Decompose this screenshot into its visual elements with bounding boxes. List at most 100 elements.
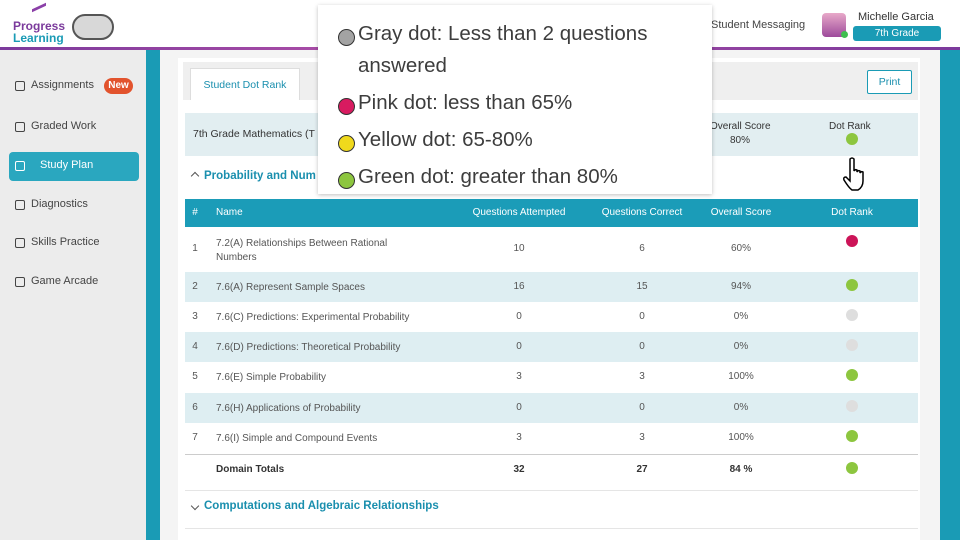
table-row <box>185 332 918 362</box>
table-cell: 3 <box>639 371 645 382</box>
table-cell: 7.6(E) Simple Probability <box>216 372 327 383</box>
table-cell: 0 <box>639 341 645 352</box>
sidebar-item[interactable]: Graded Work <box>31 120 97 132</box>
logo-top: Progress <box>13 19 66 33</box>
legend-popup: Gray dot: Less than 2 questions answered… <box>318 5 712 194</box>
grade-badge[interactable]: 7th Grade <box>853 26 941 41</box>
dot-rank <box>846 309 858 321</box>
totals-cell: 27 <box>636 464 648 475</box>
section-divider <box>185 528 918 529</box>
table-cell: 7.6(A) Represent Sample Spaces <box>216 282 365 293</box>
table-cell: 0% <box>733 402 749 413</box>
table-cell: 0 <box>516 341 522 352</box>
sidebar-item[interactable]: Skills Practice <box>31 236 100 248</box>
table-cell: 60% <box>730 243 751 254</box>
column-header: # <box>192 207 198 218</box>
sidebar-icon <box>15 200 25 210</box>
section-title[interactable]: Computations and Algebraic Relationships <box>204 500 439 512</box>
table-cell: 7.2(A) Relationships Between Rational Nu… <box>216 238 388 263</box>
table-cell: 3 <box>516 371 522 382</box>
table-cell: 0 <box>516 311 522 322</box>
sidebar-icon <box>15 277 25 287</box>
table-cell: 10 <box>513 243 525 254</box>
table-row <box>185 423 918 454</box>
table-row <box>185 228 918 272</box>
table-cell: 3 <box>516 432 522 443</box>
avatar-status <box>841 31 848 38</box>
sidebar-icon <box>15 122 25 132</box>
table-cell: 5 <box>192 371 198 382</box>
table-cell: 0 <box>516 402 522 413</box>
legend-dot <box>338 172 355 189</box>
print-button[interactable]: Print <box>867 70 912 94</box>
subject: 7th Grade Mathematics (T <box>193 128 315 140</box>
logo-bottom: Learning <box>13 31 64 45</box>
column-header: Questions Attempted <box>472 207 566 218</box>
score: 80% <box>730 135 751 146</box>
column-header: Overall Score <box>710 207 772 218</box>
table-cell: 4 <box>192 341 198 352</box>
table-row <box>185 393 918 423</box>
user-name: Michelle Garcia <box>858 11 934 23</box>
table-cell: 0% <box>733 311 749 322</box>
table-cell: 0 <box>639 402 645 413</box>
legend-dot <box>338 98 355 115</box>
table-cell: 100% <box>728 432 754 443</box>
tab[interactable]: Student Dot Rank <box>190 68 300 100</box>
sidebar-icon <box>15 161 25 171</box>
sidebar-active[interactable] <box>9 152 139 181</box>
totals-cell: 32 <box>513 464 525 475</box>
table-row <box>185 272 918 302</box>
table-cell: 1 <box>192 243 198 254</box>
table-cell: 7.6(D) Predictions: Theoretical Probabil… <box>216 342 401 353</box>
dot-label: Dot Rank <box>829 121 871 132</box>
legend-text: Gray dot: Less than 2 questions answered <box>358 22 648 77</box>
table-row <box>185 362 918 393</box>
cursor <box>843 157 869 191</box>
table-cell: 2 <box>192 281 198 292</box>
dot-rank <box>846 400 858 412</box>
legend-text: Yellow dot: 65-80% <box>358 128 533 151</box>
legend-dot <box>338 29 355 46</box>
totals-border <box>185 454 918 455</box>
score-label: Overall Score <box>710 121 771 132</box>
legend-text: Pink dot: less than 65% <box>358 91 573 114</box>
sidebar <box>0 50 146 540</box>
dot-rank <box>846 430 858 442</box>
dot-rank <box>846 462 858 474</box>
column-header: Questions Correct <box>601 207 683 218</box>
dot-rank <box>846 339 858 351</box>
sidebar-item[interactable]: Diagnostics <box>31 198 88 210</box>
dot-rank <box>846 133 858 145</box>
table-cell: 6 <box>192 402 198 413</box>
sidebar-item[interactable]: Game Arcade <box>31 275 99 287</box>
legend-text: Green dot: greater than 80% <box>358 165 618 188</box>
messaging-link[interactable]: Student Messaging <box>711 19 806 31</box>
totals-cell: 84 % <box>729 464 753 475</box>
liftoff-logo <box>72 14 114 40</box>
section-divider <box>185 490 918 491</box>
table-cell: 7 <box>192 432 198 443</box>
table-cell: 7.6(C) Predictions: Experimental Probabi… <box>216 312 410 323</box>
table-row <box>185 302 918 332</box>
table-cell: 6 <box>639 243 645 254</box>
totals-cell: Domain Totals <box>216 464 285 475</box>
table-cell: 94% <box>730 281 751 292</box>
dot-rank <box>846 369 858 381</box>
new-badge: New <box>104 78 133 94</box>
sidebar-item[interactable]: Study Plan <box>40 159 94 171</box>
table-cell: 3 <box>639 432 645 443</box>
table-cell: 7.6(I) Simple and Compound Events <box>216 433 378 444</box>
dot-rank <box>846 279 858 291</box>
table-header <box>185 199 918 227</box>
table-cell: 0% <box>733 341 749 352</box>
table-cell: 100% <box>728 371 754 382</box>
table-cell: 15 <box>636 281 648 292</box>
section-title[interactable]: Probability and Num <box>204 170 316 182</box>
sidebar-item[interactable]: Assignments <box>31 79 94 91</box>
table-cell: 3 <box>192 311 198 322</box>
column-header: Name <box>216 207 243 218</box>
table-cell: 16 <box>513 281 525 292</box>
